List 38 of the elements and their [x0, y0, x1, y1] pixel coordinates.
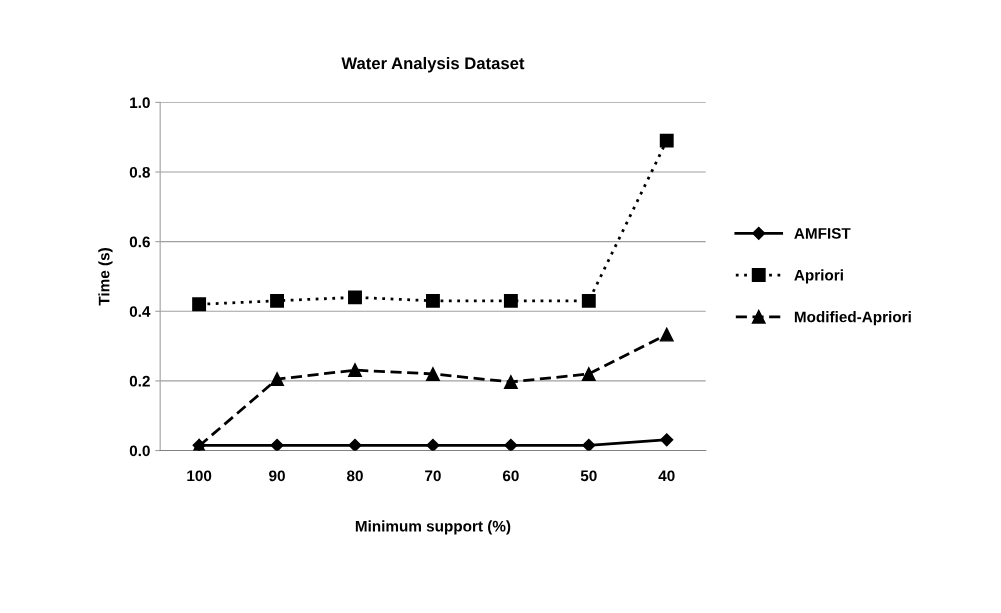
point — [581, 293, 596, 308]
point — [425, 367, 440, 381]
x-tick-label: 40 — [658, 470, 675, 482]
y-tick-label: 0.8 — [129, 166, 150, 178]
point — [270, 293, 285, 308]
chart-title: Water Analysis Dataset — [341, 56, 525, 73]
point — [270, 372, 285, 387]
point — [192, 297, 207, 312]
point — [348, 438, 362, 451]
y-axis-title: Time (s) — [98, 248, 113, 306]
x-tick-label: 100 — [187, 470, 212, 482]
x-tick-label: 50 — [580, 470, 597, 482]
point — [503, 293, 518, 308]
legend-label: Apriori — [794, 269, 843, 284]
x-tick-label: 90 — [269, 470, 285, 482]
point — [504, 438, 518, 451]
point — [659, 327, 674, 342]
point — [582, 438, 596, 451]
legend-label: Modified-Apriori — [794, 311, 911, 326]
point — [348, 290, 362, 305]
point — [659, 133, 674, 148]
y-tick-label: 1.0 — [130, 97, 150, 109]
y-tick-label: 0.0 — [129, 445, 150, 457]
point — [426, 438, 440, 451]
x-axis-title: Minimum support (%) — [355, 520, 511, 535]
point — [348, 363, 362, 378]
y-tick-label: 0.2 — [129, 375, 150, 387]
y-tick-label: 0.6 — [129, 236, 150, 248]
legend-label: AMFIST — [794, 228, 851, 239]
point — [425, 293, 440, 308]
point — [581, 367, 596, 381]
point — [503, 375, 518, 389]
x-tick-label: 70 — [425, 470, 441, 482]
y-tick-label: 0.4 — [129, 306, 151, 317]
point — [660, 433, 674, 447]
x-tick-label: 80 — [346, 470, 363, 482]
x-tick-label: 60 — [502, 470, 519, 482]
point — [270, 438, 284, 451]
